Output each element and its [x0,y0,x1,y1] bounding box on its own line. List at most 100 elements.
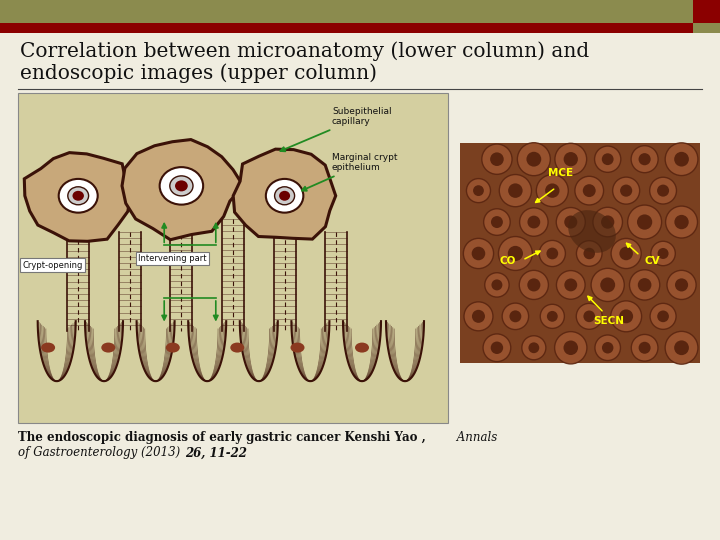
Ellipse shape [266,179,303,213]
Text: CV: CV [644,256,660,266]
Circle shape [519,271,549,300]
Circle shape [611,239,642,268]
Text: Crypt-opening: Crypt-opening [22,261,83,269]
Polygon shape [122,139,243,240]
Circle shape [498,237,532,271]
Ellipse shape [59,179,98,213]
Circle shape [637,214,652,230]
Circle shape [639,342,651,354]
Ellipse shape [274,187,294,205]
Circle shape [601,215,614,229]
Circle shape [472,247,485,260]
Circle shape [499,174,531,207]
Circle shape [546,248,558,259]
Circle shape [472,310,485,323]
Circle shape [619,247,633,260]
Circle shape [649,177,677,204]
Text: Intervening part: Intervening part [138,254,207,263]
Circle shape [620,185,632,197]
Text: SECN: SECN [593,316,624,326]
Circle shape [467,179,490,202]
Circle shape [595,146,621,172]
Circle shape [510,310,521,322]
Ellipse shape [73,191,84,201]
Circle shape [674,152,689,166]
Bar [693,23,720,33]
Circle shape [675,215,689,230]
Circle shape [536,174,568,207]
Circle shape [490,152,504,166]
Circle shape [602,342,613,354]
Circle shape [545,184,559,198]
Circle shape [665,143,698,176]
Ellipse shape [279,191,290,201]
Circle shape [631,334,658,361]
Ellipse shape [160,167,203,205]
Circle shape [582,184,595,197]
Circle shape [520,208,548,237]
Circle shape [518,143,550,176]
Circle shape [540,304,564,328]
Text: endoscopic images (upper column): endoscopic images (upper column) [20,64,377,83]
Circle shape [508,184,523,198]
Circle shape [482,144,512,174]
Circle shape [600,278,615,292]
Ellipse shape [68,187,89,205]
Circle shape [564,215,577,228]
Circle shape [577,241,602,266]
Circle shape [665,332,698,364]
Circle shape [528,215,540,228]
Circle shape [522,336,546,360]
Circle shape [557,271,585,299]
Circle shape [555,143,587,175]
Ellipse shape [568,210,616,253]
Circle shape [667,271,696,300]
Circle shape [613,177,639,204]
Circle shape [526,152,541,167]
Bar [18,93,448,423]
Circle shape [557,207,585,237]
Bar [693,0,720,23]
Circle shape [492,279,503,291]
Ellipse shape [166,342,180,353]
Ellipse shape [41,342,55,353]
Bar [0,0,720,23]
Circle shape [657,185,669,197]
Circle shape [583,310,595,322]
Circle shape [593,207,623,237]
Circle shape [639,153,651,165]
Text: Subepithelial
capillary: Subepithelial capillary [280,107,392,151]
Circle shape [651,241,675,266]
Bar [460,144,700,363]
Text: Annals: Annals [453,431,498,444]
Circle shape [564,279,577,292]
Circle shape [575,176,603,205]
Text: of Gastroenterology (2013): of Gastroenterology (2013) [18,447,184,460]
Ellipse shape [170,176,193,196]
Circle shape [619,309,633,323]
Circle shape [650,303,676,329]
Circle shape [547,311,558,322]
Circle shape [483,334,510,362]
Text: Correlation between microanatomy (lower column) and: Correlation between microanatomy (lower … [20,42,589,61]
Circle shape [473,185,484,196]
Ellipse shape [230,342,244,353]
Circle shape [564,341,578,355]
Circle shape [657,310,669,322]
Circle shape [657,248,669,259]
Polygon shape [24,153,130,241]
Circle shape [628,205,662,239]
Polygon shape [233,149,336,239]
Circle shape [491,341,503,354]
Circle shape [502,303,528,329]
Ellipse shape [355,342,369,353]
Bar [0,23,720,33]
Text: MCE: MCE [548,168,573,179]
Ellipse shape [175,180,188,191]
Circle shape [464,302,493,331]
Text: CO: CO [500,256,516,266]
Circle shape [665,206,698,238]
Text: Marginal crypt
epithelium: Marginal crypt epithelium [302,153,397,191]
Circle shape [583,248,595,259]
Circle shape [591,268,624,301]
